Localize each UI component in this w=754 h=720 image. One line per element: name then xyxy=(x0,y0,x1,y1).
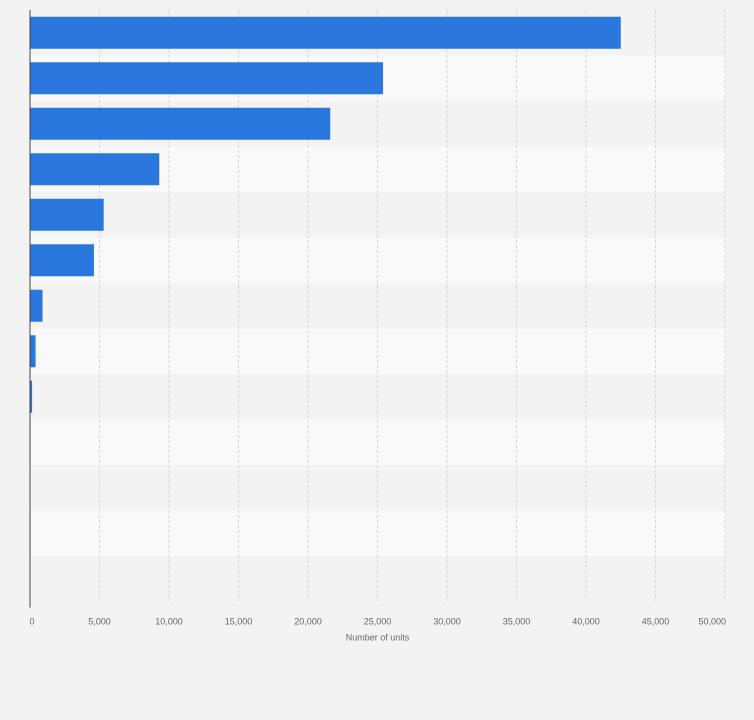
row-band xyxy=(30,510,725,556)
x-tick-label: 15,000 xyxy=(225,617,253,627)
bar xyxy=(30,153,160,186)
row-band xyxy=(30,192,725,238)
x-tick-label: 40,000 xyxy=(572,617,600,627)
x-tick-label: 45,000 xyxy=(642,617,670,627)
bars xyxy=(30,16,621,413)
bar xyxy=(30,62,384,95)
gridlines xyxy=(99,10,726,602)
x-tick-label: 5,000 xyxy=(88,617,111,627)
x-tick-label: 25,000 xyxy=(364,617,392,627)
bar xyxy=(30,335,36,368)
x-axis-ticks: 0 5,000 10,000 15,000 20,000 25,000 30,000 35,0… xyxy=(29,617,726,627)
bar xyxy=(30,107,331,140)
x-tick-label: 50,000 xyxy=(698,617,726,627)
x-axis-title: Number of units xyxy=(346,633,410,643)
x-tick-label: 35,000 xyxy=(503,617,531,627)
bar xyxy=(30,380,33,413)
x-tick-label: 30,000 xyxy=(433,617,461,627)
bar xyxy=(30,244,94,277)
bar xyxy=(30,198,104,231)
x-tick-label: 0 xyxy=(29,617,34,627)
bar xyxy=(30,16,621,49)
x-tick-label: 20,000 xyxy=(294,617,322,627)
x-tick-label: 10,000 xyxy=(155,617,183,627)
bar xyxy=(30,289,43,322)
row-band xyxy=(30,556,725,602)
